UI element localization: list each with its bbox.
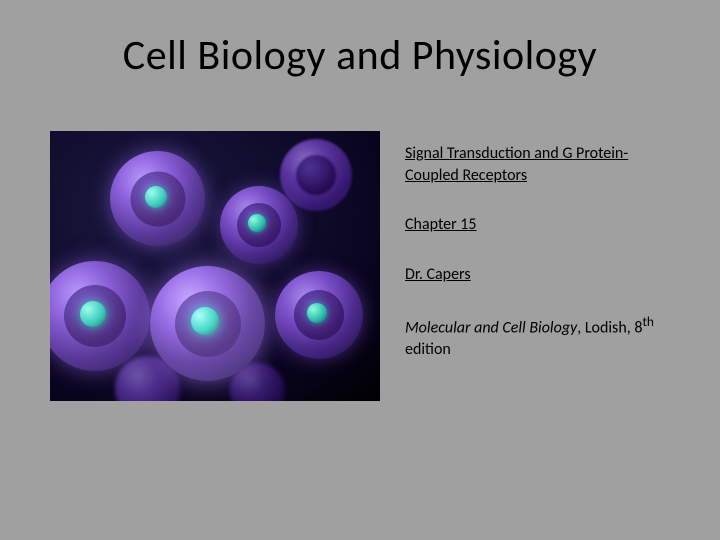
page-title: Cell Biology and Physiology — [50, 30, 670, 81]
textbook-title: Molecular and Cell Biology — [405, 319, 577, 338]
textbook-citation: Molecular and Cell Biology, Lodish, 8th … — [405, 313, 670, 361]
subtitle-line-2: Coupled Receptors — [405, 166, 527, 185]
cell-graphic — [275, 271, 363, 359]
textbook-tail: edition — [405, 340, 451, 359]
instructor-label: Dr. Capers — [405, 264, 670, 286]
textbook-author: , Lodish, 8 — [577, 319, 642, 338]
content-row: Signal Transduction and G Protein- Coupl… — [50, 131, 670, 401]
text-column: Signal Transduction and G Protein- Coupl… — [405, 131, 670, 389]
slide: Cell Biology and Physiology Signal Trans… — [0, 0, 720, 540]
cell-graphic — [280, 139, 352, 211]
subtitle: Signal Transduction and G Protein- Coupl… — [405, 143, 670, 186]
cell-graphic — [50, 261, 150, 371]
cell-graphic — [150, 266, 265, 381]
cell-illustration — [50, 131, 380, 401]
chapter-label: Chapter 15 — [405, 214, 670, 236]
subtitle-line-1: Signal Transduction and G Protein- — [405, 144, 628, 163]
textbook-edition-super: th — [642, 313, 653, 330]
cell-graphic — [220, 186, 298, 264]
cell-graphic — [110, 151, 205, 246]
